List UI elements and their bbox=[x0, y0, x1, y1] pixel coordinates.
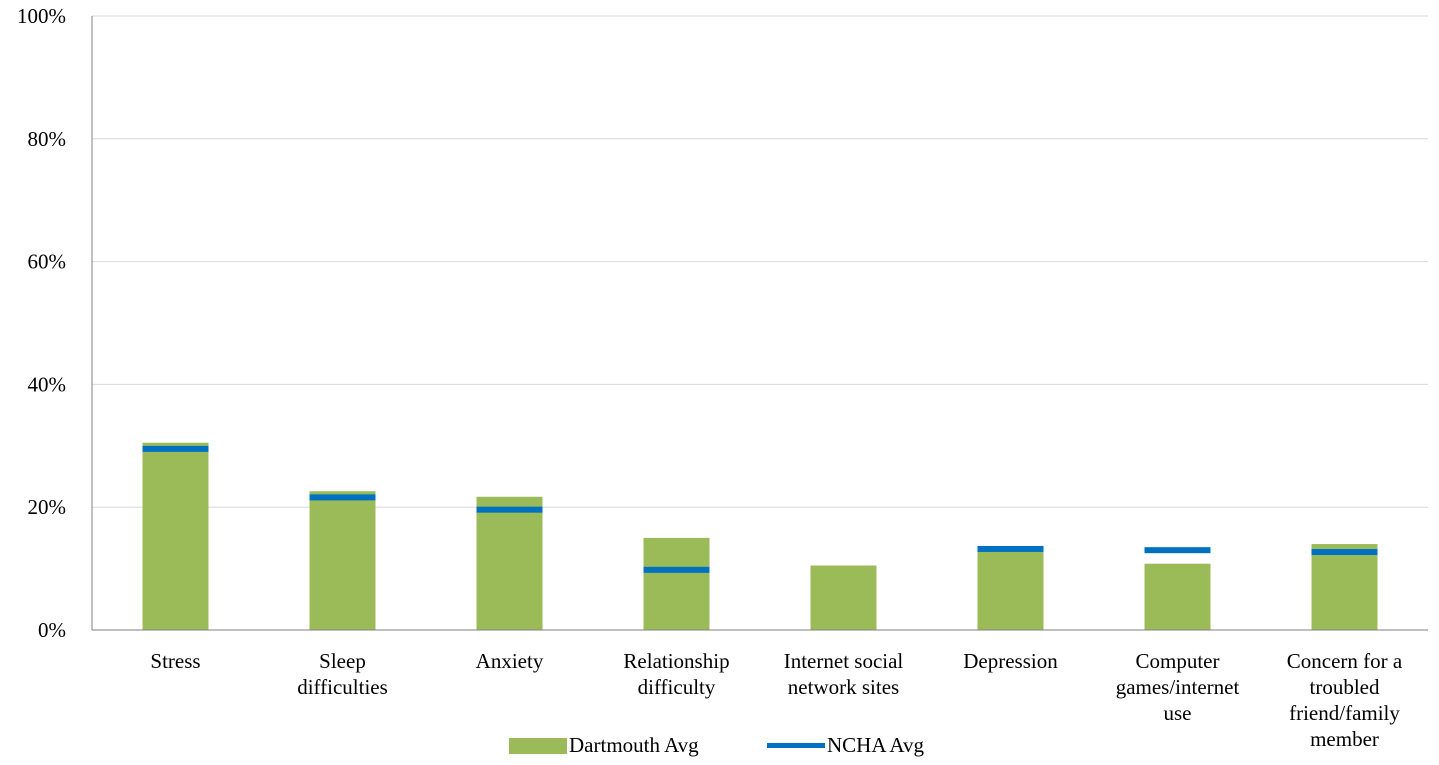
bar bbox=[810, 565, 877, 630]
y-tick-label: 0% bbox=[38, 618, 66, 642]
x-category-label-line: troubled bbox=[1310, 675, 1380, 699]
y-tick-label: 60% bbox=[28, 250, 67, 274]
x-category-label-line: Depression bbox=[963, 649, 1058, 673]
axes bbox=[91, 16, 1428, 631]
x-category-label: Sleep difficulties bbox=[297, 649, 388, 699]
gridlines bbox=[92, 15, 1428, 508]
legend-swatch-bar bbox=[509, 737, 567, 754]
y-tick-label: 40% bbox=[28, 372, 67, 396]
y-tick-labels: 0% 20% 40% 60% 80% 100% bbox=[17, 4, 66, 642]
x-category-label-line: Computer bbox=[1136, 649, 1220, 673]
ncha-marker bbox=[977, 545, 1044, 552]
x-category-label-line: difficulty bbox=[638, 675, 716, 699]
x-category-labels: Stress Sleep difficulties Anxiety Relationsh… bbox=[150, 649, 1402, 751]
bar bbox=[977, 547, 1044, 630]
bar bbox=[1311, 544, 1378, 630]
x-category-label-line: Relationship bbox=[623, 649, 729, 673]
y-tick-label: 100% bbox=[17, 4, 66, 28]
ncha-marker bbox=[309, 494, 376, 501]
x-category-label-line: Anxiety bbox=[476, 649, 544, 673]
legend-item-dartmouth: Dartmouth Avg bbox=[509, 733, 699, 758]
bar bbox=[142, 442, 209, 630]
marker-series-ncha bbox=[142, 445, 1378, 573]
legend: Dartmouth Avg NCHA Avg bbox=[0, 733, 1439, 761]
ncha-marker bbox=[476, 506, 543, 513]
legend-item-ncha: NCHA Avg bbox=[767, 733, 924, 758]
y-tick-label: 80% bbox=[28, 127, 67, 151]
x-category-label-line: friend/family bbox=[1289, 701, 1400, 725]
ncha-marker bbox=[1144, 547, 1211, 554]
x-category-label: Anxiety bbox=[476, 649, 544, 673]
bar bbox=[309, 491, 376, 630]
ncha-marker bbox=[643, 566, 710, 573]
x-category-label-line: Internet social bbox=[784, 649, 904, 673]
x-category-label: Relationship difficulty bbox=[623, 649, 729, 699]
bar bbox=[1144, 563, 1211, 630]
ncha-marker bbox=[142, 445, 209, 452]
bar-series-dartmouth bbox=[142, 442, 1378, 630]
x-category-label-line: member bbox=[1310, 727, 1379, 751]
legend-label-dartmouth: Dartmouth Avg bbox=[569, 733, 699, 757]
x-category-label: Stress bbox=[150, 649, 200, 673]
x-category-label-line: use bbox=[1164, 701, 1192, 725]
y-tick-label: 20% bbox=[28, 495, 67, 519]
x-category-label: Depression bbox=[963, 649, 1058, 673]
x-category-label: Computer games/internet use bbox=[1116, 649, 1240, 725]
x-category-label-line: Concern for a bbox=[1287, 649, 1403, 673]
x-category-label-line: games/internet bbox=[1116, 675, 1240, 699]
x-category-label-line: Sleep bbox=[319, 649, 366, 673]
x-category-label: Internet social network sites bbox=[784, 649, 904, 699]
x-category-label-line: Stress bbox=[150, 649, 200, 673]
ncha-marker bbox=[1311, 549, 1378, 556]
legend-label-ncha: NCHA Avg bbox=[827, 733, 925, 757]
x-category-label-line: network sites bbox=[788, 675, 899, 699]
legend-swatch-line bbox=[767, 743, 825, 748]
x-category-label-line: difficulties bbox=[297, 675, 388, 699]
bar bbox=[643, 537, 710, 630]
bar bbox=[476, 496, 543, 630]
x-category-label: Concern for a troubled friend/family member bbox=[1287, 649, 1403, 751]
